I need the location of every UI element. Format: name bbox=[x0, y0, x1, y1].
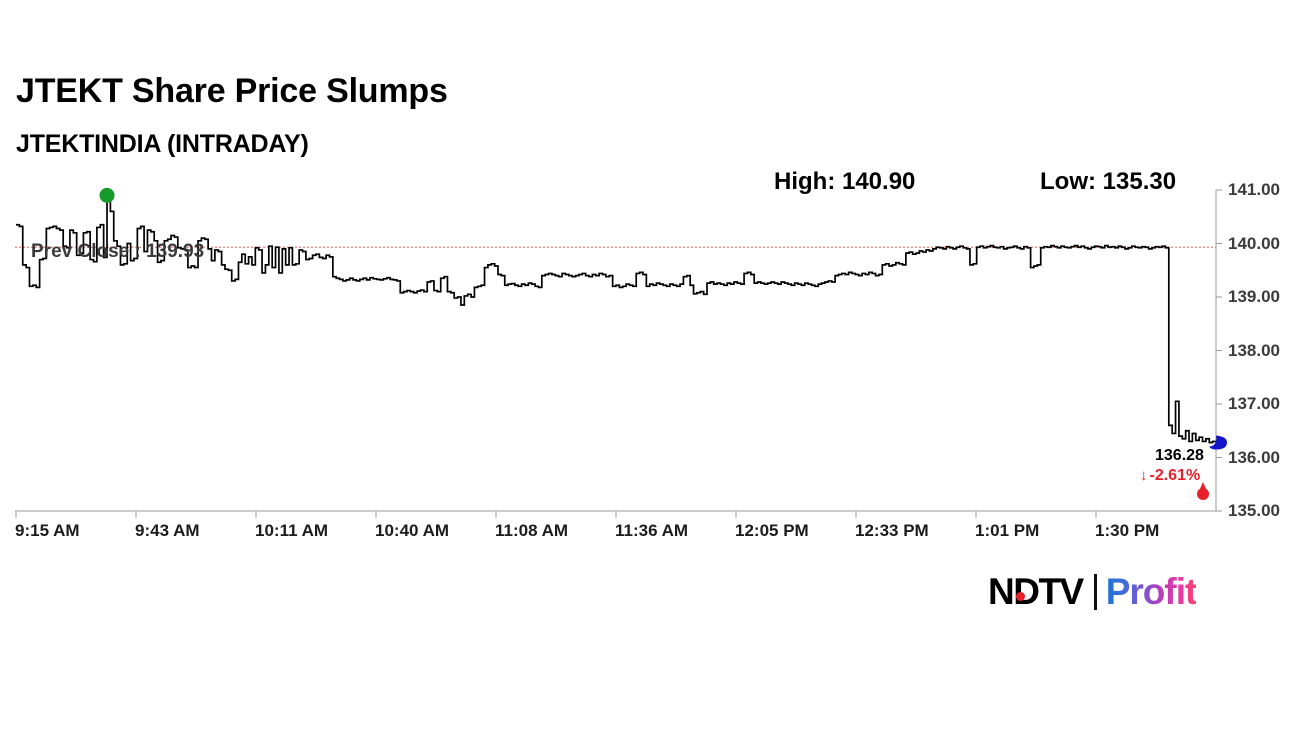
day-high-stat: High: 140.90 bbox=[774, 168, 916, 195]
y-axis-tick-label: 140.00 bbox=[1228, 233, 1280, 253]
y-axis-tick-label: 141.00 bbox=[1228, 180, 1280, 199]
price-line bbox=[16, 194, 1217, 444]
y-axis-tick-label: 136.00 bbox=[1228, 447, 1280, 467]
down-arrow-icon: ↓ bbox=[1140, 467, 1148, 484]
x-axis-tick-label: 1:01 PM bbox=[975, 521, 1040, 540]
y-axis-tick-label: 135.00 bbox=[1228, 501, 1280, 520]
day-low-stat: Low: 135.30 bbox=[1040, 168, 1177, 195]
intraday-chart: 141.00 140.00 139.00 138.00 137.00 136.00 135.… bbox=[15, 180, 1280, 540]
y-axis-tick-label: 137.00 bbox=[1228, 394, 1280, 413]
page-title: JTEKT Share Price Slumps bbox=[16, 72, 448, 110]
x-axis-tick-label: 1:30 PM bbox=[1095, 521, 1160, 540]
x-axis-ticks bbox=[15, 511, 1097, 518]
profit-wordmark: Profit bbox=[1105, 571, 1198, 612]
page-subtitle: JTEKTINDIA (INTRADAY) bbox=[16, 130, 309, 158]
ndtv-text: NDTV bbox=[988, 571, 1084, 612]
ndtv-red-dot-icon bbox=[1016, 592, 1025, 601]
last-price-marker bbox=[1209, 435, 1227, 450]
logo-divider bbox=[1093, 574, 1097, 610]
x-axis-tick-label: 11:08 AM bbox=[495, 521, 569, 540]
ndtv-profit-logo: NDTV Profit bbox=[988, 570, 1198, 614]
x-axis-tick-label: 10:40 AM bbox=[375, 521, 450, 540]
x-axis-tick-label: 9:15 AM bbox=[15, 521, 80, 540]
price-change-label: ↓ -2.61% bbox=[1140, 467, 1200, 485]
x-axis-tick-label: 9:43 AM bbox=[135, 521, 200, 540]
price-line-chart bbox=[15, 187, 1227, 518]
x-axis-tick-label: 12:33 PM bbox=[855, 521, 929, 540]
y-axis-tick-label: 138.00 bbox=[1228, 340, 1280, 360]
x-axis-tick-label: 11:36 AM bbox=[615, 521, 689, 540]
y-axis-ticks bbox=[1216, 189, 1222, 512]
last-price-label: 136.28 bbox=[1155, 447, 1204, 464]
day-high-marker bbox=[99, 187, 115, 203]
change-percent-value: -2.61% bbox=[1149, 467, 1201, 484]
y-axis-tick-label: 139.00 bbox=[1228, 287, 1280, 306]
x-axis-tick-label: 10:11 AM bbox=[255, 521, 329, 540]
x-axis-tick-label: 12:05 PM bbox=[735, 521, 809, 540]
ndtv-wordmark: NDTV bbox=[988, 571, 1084, 612]
day-low-marker bbox=[1197, 482, 1209, 500]
prev-close-label: Prev Close : 139.93 bbox=[31, 241, 205, 262]
